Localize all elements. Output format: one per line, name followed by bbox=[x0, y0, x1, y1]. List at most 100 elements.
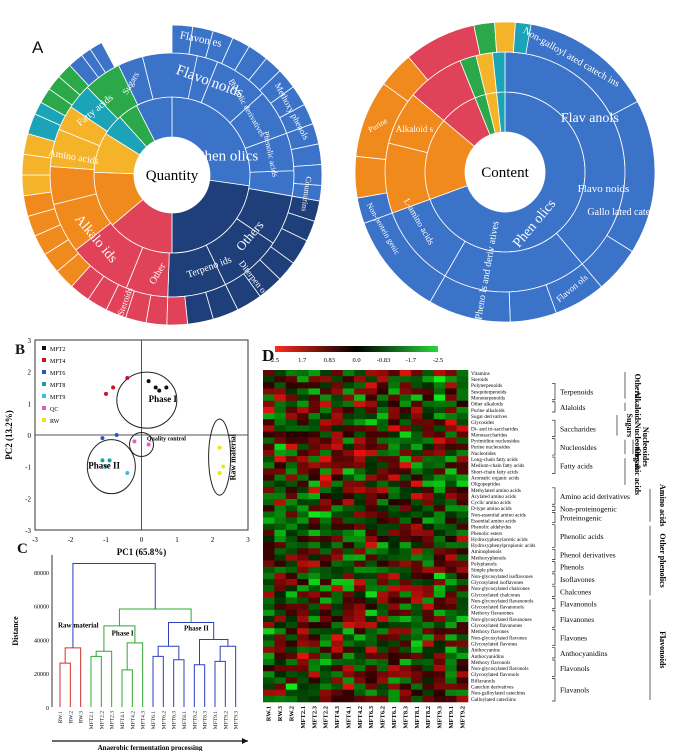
heatmap-cell bbox=[331, 400, 344, 408]
heatmap-cell bbox=[399, 425, 412, 432]
heatmap-cell bbox=[456, 560, 469, 568]
heatmap-cell bbox=[411, 431, 423, 438]
heatmap-cell bbox=[285, 634, 298, 641]
heatmap-cell bbox=[274, 400, 287, 408]
heatmap-cell bbox=[319, 658, 332, 666]
heatmap-group-label: Isoflavones bbox=[560, 575, 595, 584]
heatmap-cell bbox=[308, 474, 321, 481]
heatmap-row-label: Glycosylated flavones bbox=[471, 640, 517, 647]
heatmap-cell bbox=[365, 523, 378, 531]
heatmap-cell bbox=[308, 462, 321, 469]
heatmap-cell bbox=[342, 671, 355, 678]
heatmap-cell bbox=[274, 585, 287, 592]
heatmap-cell bbox=[319, 462, 332, 469]
heatmap-cell bbox=[376, 665, 389, 672]
heatmap-cell bbox=[297, 443, 309, 451]
group-bracket bbox=[552, 561, 556, 573]
heatmap-cell bbox=[331, 548, 344, 555]
heatmap-cell bbox=[376, 499, 389, 506]
heatmap-cell bbox=[411, 523, 423, 531]
heatmap-cell bbox=[422, 542, 435, 549]
heatmap-cell bbox=[456, 634, 469, 641]
heatmap-cell bbox=[365, 658, 378, 666]
heatmap-cell bbox=[365, 622, 378, 629]
heatmap-cell bbox=[376, 456, 389, 463]
heatmap-cell bbox=[376, 505, 389, 512]
heatmap-cell bbox=[263, 585, 275, 592]
heatmap-cell bbox=[308, 523, 321, 531]
heatmap-cell bbox=[399, 677, 412, 684]
heatmap-cell bbox=[263, 376, 275, 383]
heatmap-cell bbox=[376, 480, 389, 488]
heatmap-cell bbox=[308, 683, 321, 691]
heatmap-cell bbox=[365, 437, 378, 445]
heatmap-cell bbox=[274, 425, 287, 432]
heatmap-cell bbox=[342, 560, 355, 568]
heatmap-cell bbox=[365, 413, 378, 420]
heatmap-cell bbox=[308, 511, 321, 518]
heatmap-cell bbox=[433, 603, 446, 611]
heatmap-cell bbox=[411, 406, 423, 414]
heatmap-cell bbox=[388, 456, 400, 463]
heatmap-cell bbox=[433, 585, 446, 592]
heatmap-cell bbox=[399, 572, 412, 580]
heatmap-cell bbox=[456, 677, 469, 684]
heatmap-cell bbox=[456, 370, 469, 377]
heatmap-cell bbox=[331, 640, 344, 647]
heatmap-cell bbox=[319, 499, 332, 506]
heatmap-cell bbox=[331, 628, 344, 635]
heatmap-cell bbox=[399, 683, 412, 691]
heatmap-cell bbox=[331, 542, 344, 549]
heatmap-cell bbox=[433, 665, 446, 672]
heatmap-supergroup-label: Others bbox=[633, 374, 642, 398]
heatmap-cell bbox=[285, 677, 298, 684]
dendro-link bbox=[193, 664, 206, 707]
heatmap-cell bbox=[365, 560, 378, 568]
heatmap-cell bbox=[376, 542, 389, 549]
heatmap-cell bbox=[308, 603, 321, 611]
heatmap-cell bbox=[263, 671, 275, 678]
heatmap-cell bbox=[263, 505, 275, 512]
heatmap-supergroup-label: Nucleotides & bbox=[633, 423, 642, 472]
heatmap-cell bbox=[308, 468, 321, 475]
pca-xtick: 1 bbox=[175, 536, 179, 544]
heatmap-cell bbox=[354, 542, 366, 549]
heatmap-cell bbox=[445, 394, 457, 402]
heatmap-cell bbox=[422, 370, 435, 377]
heatmap-cell bbox=[263, 529, 275, 537]
heatmap-cell bbox=[342, 536, 355, 543]
heatmap-cell bbox=[411, 425, 423, 432]
heatmap-cell bbox=[331, 634, 344, 641]
heatmap-cell bbox=[456, 523, 469, 531]
heatmap-cell bbox=[445, 431, 457, 438]
ellipse-phase1 bbox=[116, 371, 178, 429]
heatmap-row-label: Methoxyphenols bbox=[471, 555, 506, 561]
heatmap-cell bbox=[445, 615, 457, 623]
group-bracket bbox=[552, 659, 556, 677]
heatmap-cell bbox=[319, 634, 332, 641]
heatmap-cell bbox=[388, 609, 400, 617]
heatmap-cell bbox=[263, 382, 275, 389]
heatmap-cell bbox=[342, 579, 355, 586]
heatmap-cell bbox=[354, 370, 366, 377]
heatmap-supergroup-label: Other phenolics bbox=[658, 533, 667, 587]
heatmap-cell bbox=[331, 597, 344, 604]
heatmap-cell bbox=[308, 419, 321, 426]
heatmap-cell bbox=[331, 456, 344, 463]
heatmap-cell bbox=[342, 603, 355, 611]
heatmap-cell bbox=[411, 615, 423, 623]
heatmap-cell bbox=[399, 646, 412, 654]
heatmap-cell bbox=[297, 406, 309, 414]
heatmap-cell bbox=[342, 486, 355, 494]
heatmap-cell bbox=[263, 591, 275, 598]
heatmap-col-label: MFT4.2 bbox=[357, 706, 364, 729]
heatmap-cell bbox=[456, 376, 469, 383]
heatmap-cell bbox=[297, 437, 309, 445]
heatmap-cell bbox=[376, 585, 389, 592]
heatmap-cell bbox=[285, 523, 298, 531]
heatmap-cell bbox=[274, 529, 287, 537]
legend-swatch bbox=[42, 406, 46, 410]
heatmap-cell bbox=[354, 480, 366, 488]
heatmap-cell bbox=[285, 683, 298, 691]
dendro-link bbox=[152, 655, 164, 707]
